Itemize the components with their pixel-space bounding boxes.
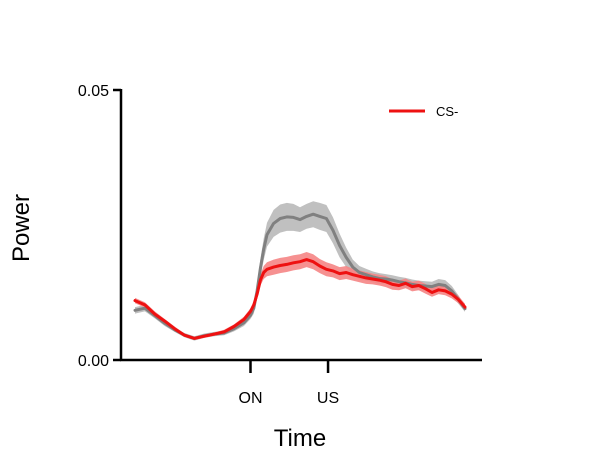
y-ticks: 0.00 0.05 [78,83,121,370]
x-ticks: ON US [239,360,339,407]
series-line-cs-minus [133,258,467,340]
y-axis-title: Power [8,194,35,262]
error-band-series-0 [135,201,465,341]
legend: CS- [389,104,458,119]
y-tick-label: 0.05 [78,83,109,100]
series-layer [133,201,467,341]
legend-label-cs-minus: CS- [436,104,458,119]
x-axis-title: Time [274,425,326,450]
series-line-series-0 [133,212,467,340]
y-tick-label: 0.00 [78,353,109,370]
error-band-cs-minus [135,252,465,340]
x-tick-label: US [317,390,339,407]
x-tick-label: ON [239,390,263,407]
